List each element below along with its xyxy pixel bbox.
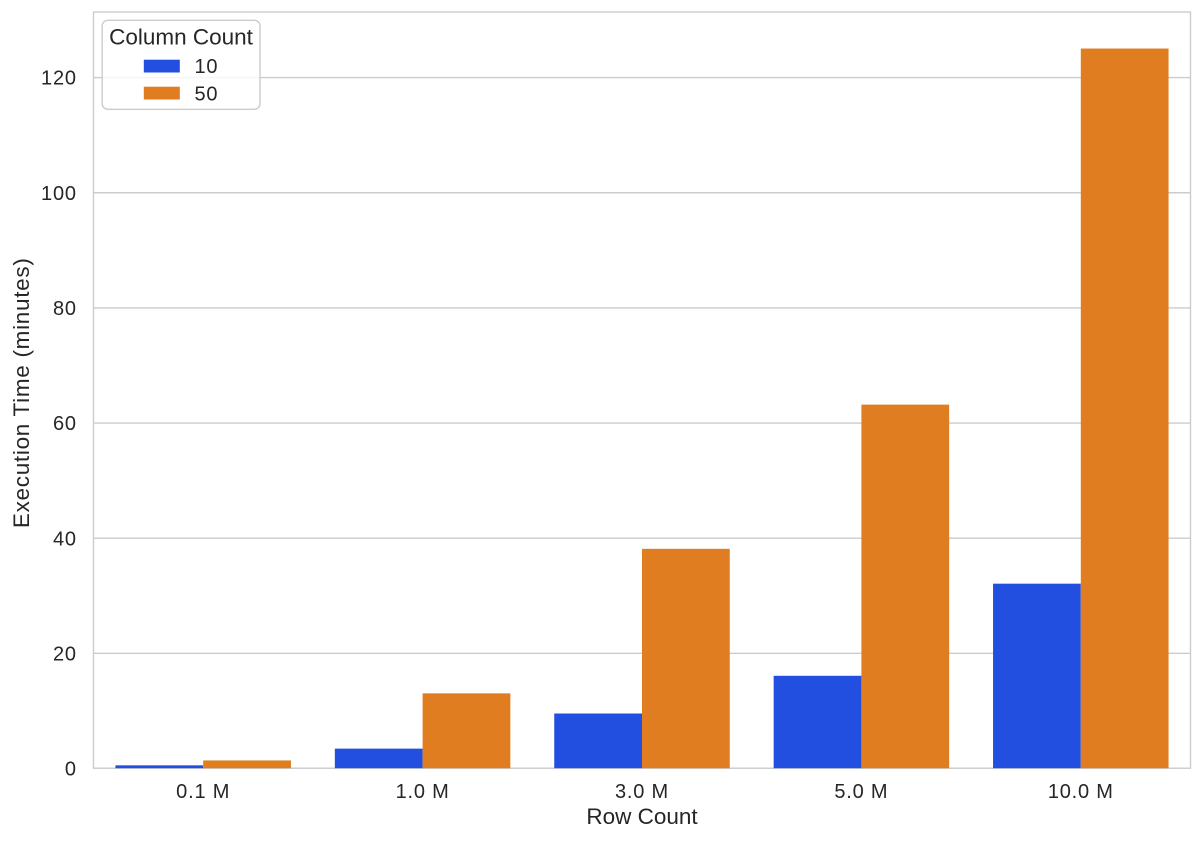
- svg-text:10: 10: [195, 56, 219, 78]
- svg-text:Column Count: Column Count: [109, 25, 254, 50]
- svg-text:120: 120: [41, 68, 77, 90]
- svg-text:Row Count: Row Count: [586, 804, 698, 829]
- svg-text:3.0 M: 3.0 M: [615, 781, 669, 803]
- svg-text:60: 60: [53, 413, 77, 435]
- svg-text:0.1 M: 0.1 M: [176, 781, 230, 803]
- svg-text:50: 50: [195, 83, 219, 105]
- svg-text:80: 80: [53, 298, 77, 320]
- svg-text:20: 20: [53, 643, 77, 665]
- svg-text:100: 100: [41, 183, 77, 205]
- svg-text:1.0 M: 1.0 M: [396, 781, 450, 803]
- svg-text:0: 0: [65, 759, 77, 781]
- svg-text:5.0 M: 5.0 M: [834, 781, 888, 803]
- svg-text:Execution Time (minutes): Execution Time (minutes): [9, 257, 34, 528]
- svg-text:40: 40: [53, 528, 77, 550]
- svg-text:10.0 M: 10.0 M: [1048, 781, 1114, 803]
